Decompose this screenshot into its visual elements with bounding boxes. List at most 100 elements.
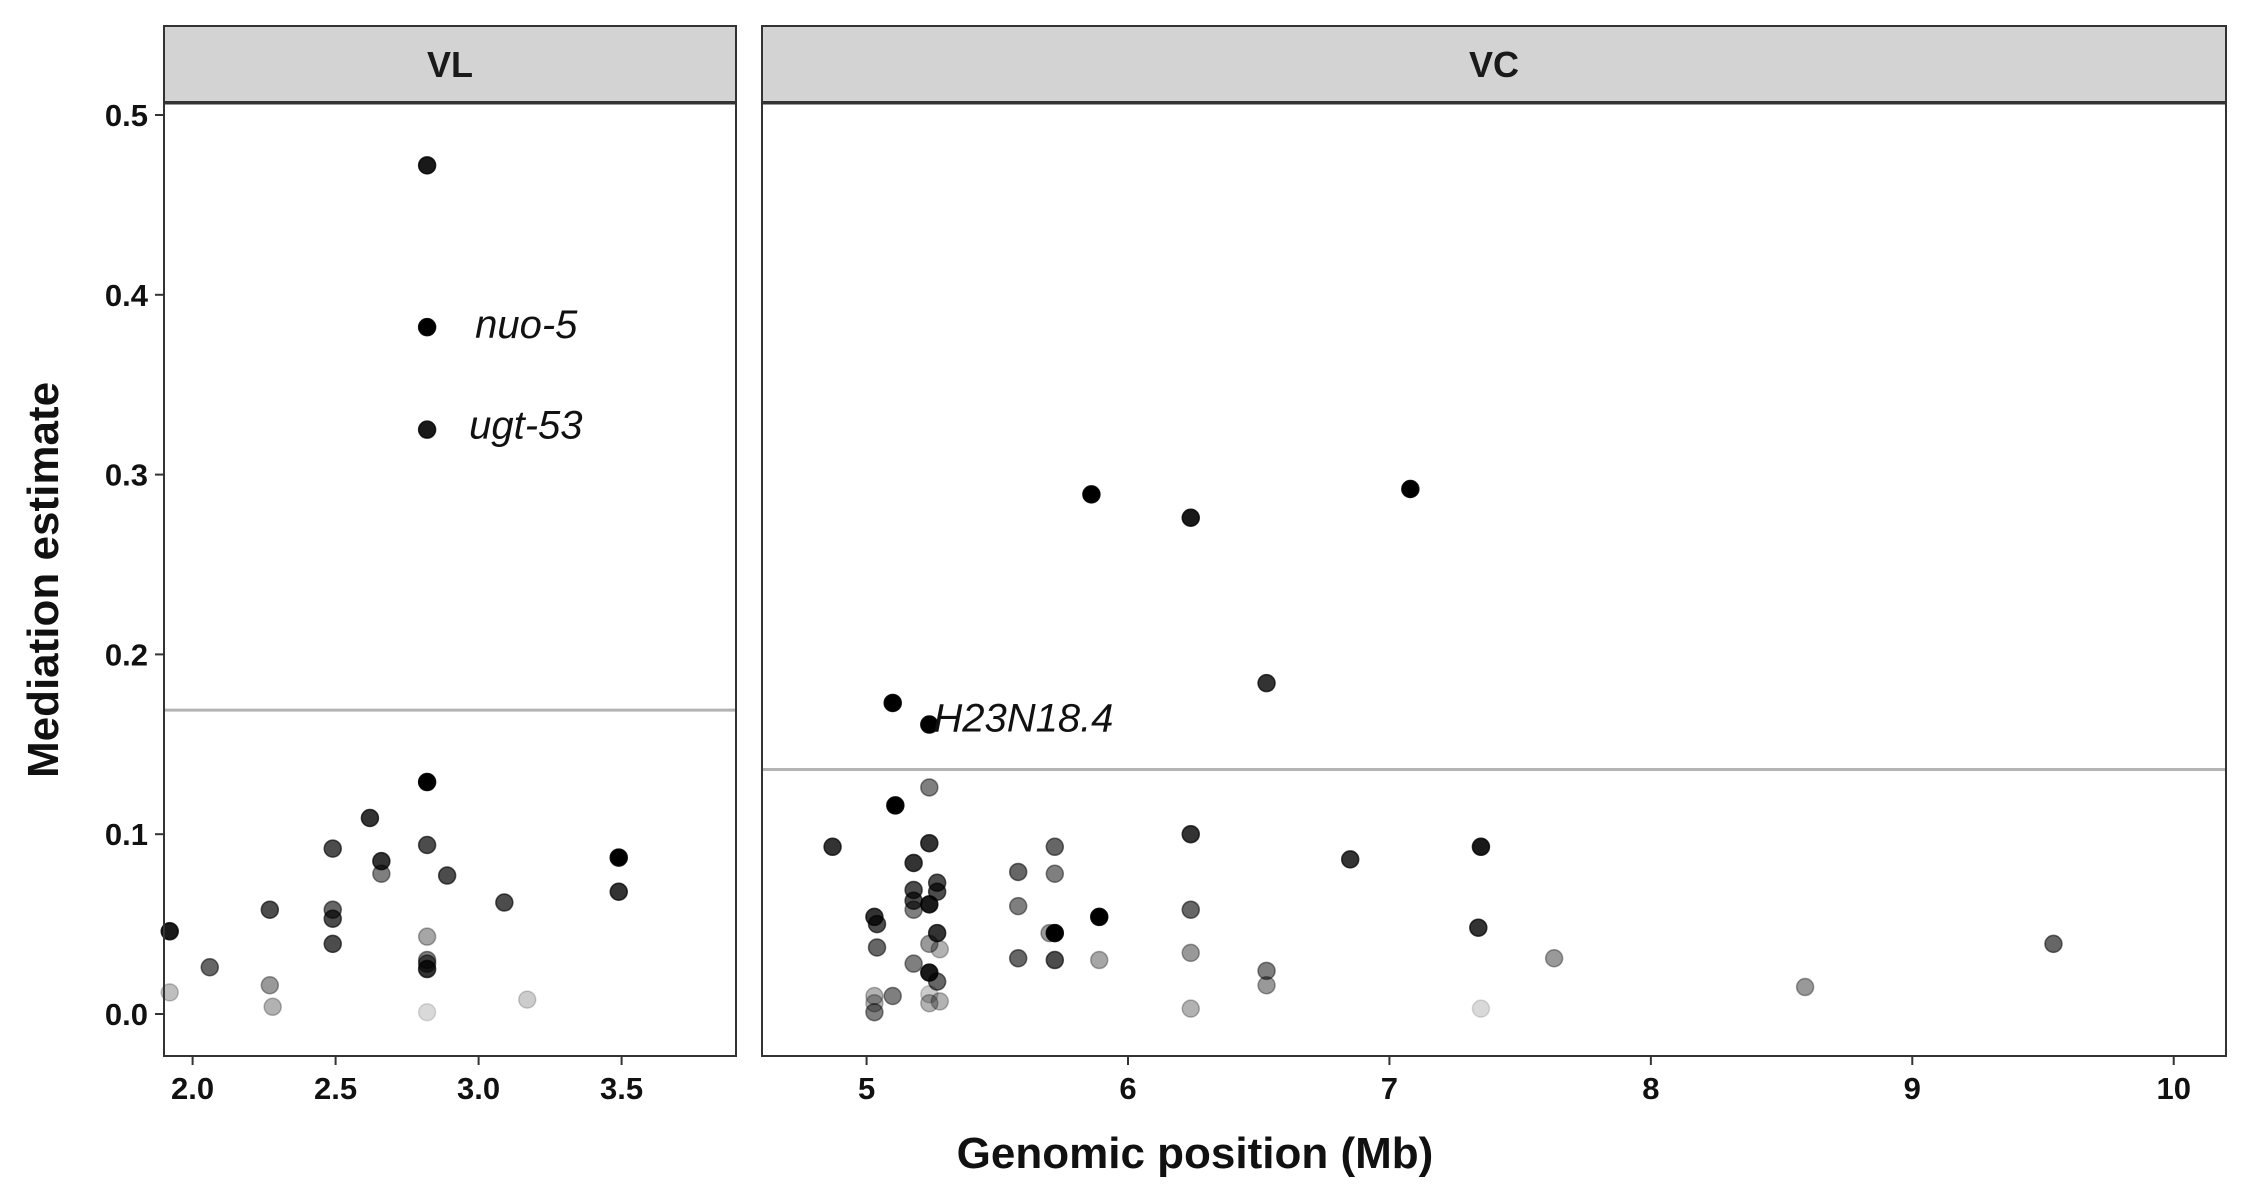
y-tick-label: 0.5 bbox=[105, 98, 148, 133]
data-point bbox=[360, 808, 380, 828]
data-point bbox=[1795, 977, 1815, 997]
data-point bbox=[1181, 824, 1200, 844]
data-point bbox=[823, 837, 842, 857]
y-tick-label: 0.3 bbox=[105, 458, 148, 493]
data-point bbox=[417, 317, 437, 337]
data-point bbox=[1471, 999, 1491, 1018]
data-point bbox=[920, 993, 939, 1013]
data-point bbox=[883, 693, 902, 713]
data-point bbox=[886, 796, 905, 815]
x-tick-label: 5 bbox=[858, 1071, 875, 1106]
data-point bbox=[927, 972, 947, 991]
data-point bbox=[1257, 673, 1276, 693]
data-point bbox=[517, 990, 537, 1009]
x-tick-label: 6 bbox=[1119, 1071, 1136, 1106]
plot-background bbox=[762, 103, 2226, 1056]
data-point bbox=[865, 1002, 884, 1022]
facet-strip-label: VC bbox=[1469, 44, 1519, 85]
facet-panel-vc: VC H23N18.4 5 6 7 8 9 10 bbox=[761, 25, 2227, 1106]
y-tick-label: 0.2 bbox=[105, 637, 148, 672]
data-point bbox=[1181, 900, 1200, 919]
data-point bbox=[1082, 485, 1101, 504]
data-point bbox=[437, 866, 457, 885]
x-tick-label: 3.0 bbox=[457, 1071, 500, 1106]
data-point bbox=[609, 882, 628, 901]
x-tick-label: 8 bbox=[1642, 1071, 1659, 1106]
facet-strip bbox=[163, 25, 737, 103]
data-point bbox=[1045, 950, 1065, 970]
x-tick-label: 10 bbox=[2156, 1071, 2190, 1106]
data-point bbox=[1008, 862, 1028, 882]
x-tick-label: 9 bbox=[1904, 1071, 1921, 1106]
plot-background bbox=[164, 103, 736, 1056]
y-tick-label: 0.0 bbox=[105, 997, 148, 1032]
data-point bbox=[867, 914, 887, 934]
y-tick-label: 0.1 bbox=[105, 817, 148, 852]
data-point bbox=[920, 934, 939, 954]
data-point bbox=[1471, 837, 1491, 857]
data-point bbox=[263, 997, 282, 1017]
y-axis-title: Mediation estimate bbox=[19, 382, 68, 778]
data-point bbox=[372, 864, 391, 884]
gene-annotation: ugt-53 bbox=[469, 404, 582, 448]
data-point bbox=[1257, 961, 1276, 981]
data-point bbox=[1469, 918, 1488, 937]
data-point bbox=[1089, 907, 1109, 927]
data-point bbox=[417, 959, 437, 979]
facet-panels: VL nuo-5 ugt-53 2.0 2.5 3.0 3.5 0.0 0.1 0.2 0.3 0.4… bbox=[105, 25, 2227, 1106]
data-point bbox=[260, 900, 280, 919]
data-point bbox=[160, 983, 179, 1002]
data-point bbox=[323, 909, 342, 928]
data-point bbox=[1181, 943, 1200, 963]
data-point bbox=[1340, 850, 1360, 869]
x-tick-label: 3.5 bbox=[600, 1071, 643, 1106]
data-point bbox=[2044, 934, 2063, 954]
data-point bbox=[867, 938, 887, 957]
data-point bbox=[1181, 999, 1200, 1018]
data-point bbox=[260, 975, 280, 995]
data-point bbox=[417, 772, 437, 792]
data-point bbox=[927, 923, 947, 943]
data-point bbox=[920, 833, 939, 853]
data-point bbox=[417, 156, 437, 175]
data-point bbox=[904, 900, 923, 919]
facet-panel-vl: VL nuo-5 ugt-53 2.0 2.5 3.0 3.5 0.0 0.1 0.2 0.3 0.4… bbox=[105, 25, 737, 1106]
gene-annotation: H23N18.4 bbox=[933, 697, 1113, 741]
data-point bbox=[904, 853, 923, 873]
data-point bbox=[930, 992, 950, 1011]
data-point bbox=[160, 922, 179, 941]
data-point bbox=[1008, 949, 1028, 968]
data-point bbox=[1544, 949, 1564, 968]
data-point bbox=[1181, 508, 1200, 528]
data-point bbox=[1045, 923, 1065, 943]
x-tick-label: 7 bbox=[1381, 1071, 1398, 1106]
data-point bbox=[920, 778, 939, 797]
data-point bbox=[1045, 837, 1065, 857]
data-point bbox=[904, 954, 923, 973]
data-point bbox=[323, 839, 342, 858]
data-point bbox=[1008, 896, 1028, 916]
data-point bbox=[920, 984, 939, 1004]
data-point bbox=[417, 420, 437, 439]
data-point bbox=[1257, 975, 1276, 995]
data-point bbox=[920, 895, 939, 914]
panel-border bbox=[163, 25, 737, 1057]
data-point bbox=[323, 934, 342, 954]
data-point bbox=[417, 927, 437, 946]
gene-annotation: nuo-5 bbox=[475, 303, 578, 347]
data-point bbox=[1045, 864, 1065, 884]
x-tick-label: 2.5 bbox=[314, 1071, 357, 1106]
data-point bbox=[417, 1002, 437, 1022]
x-axis-title: Genomic position (Mb) bbox=[957, 1129, 1434, 1178]
data-point bbox=[1401, 479, 1420, 499]
data-point bbox=[883, 986, 902, 1006]
data-point bbox=[417, 835, 437, 855]
data-point bbox=[495, 893, 514, 912]
facet-strip-label: VL bbox=[427, 44, 473, 85]
data-point bbox=[920, 715, 939, 734]
data-point bbox=[200, 958, 220, 977]
data-point bbox=[1089, 950, 1109, 970]
data-point bbox=[930, 940, 950, 959]
panel-border bbox=[761, 25, 2227, 1057]
